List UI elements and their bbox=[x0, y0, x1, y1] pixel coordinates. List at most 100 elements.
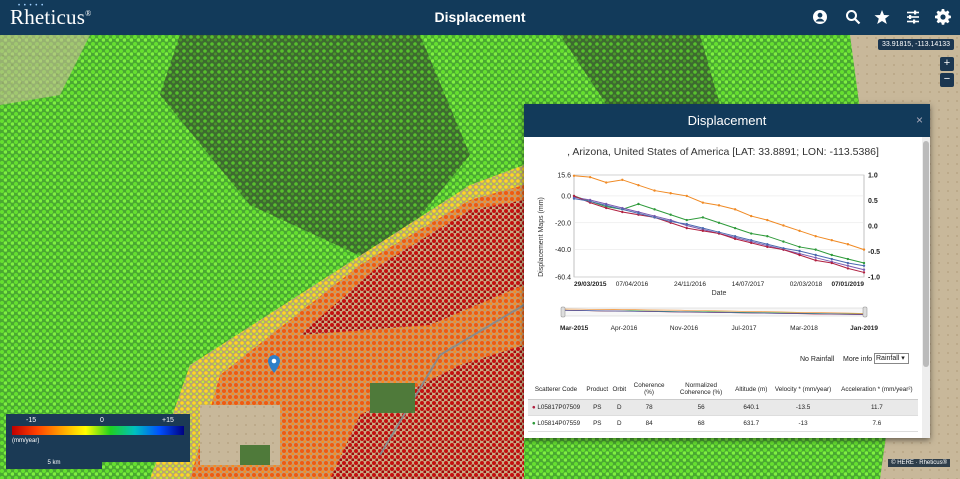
series-point bbox=[588, 175, 592, 179]
location-pin-icon[interactable] bbox=[268, 355, 280, 378]
legend-color-ramp bbox=[12, 426, 184, 435]
series-point bbox=[750, 232, 753, 235]
series-point bbox=[814, 248, 817, 251]
chart-x-ticks: 29/03/2015 07/04/2016 24/11/2016 14/07/2017… bbox=[574, 281, 864, 288]
series-point bbox=[733, 208, 737, 211]
series-point bbox=[830, 257, 833, 261]
x-tick-label: 07/04/2016 bbox=[616, 281, 649, 288]
star-icon[interactable] bbox=[874, 9, 890, 25]
series-point bbox=[685, 226, 688, 230]
popup-scrollbar[interactable] bbox=[922, 137, 930, 438]
series-point bbox=[733, 235, 737, 238]
velocity-cell: -13.5 bbox=[770, 399, 836, 416]
series-point bbox=[605, 181, 608, 184]
chart-y-ticks: 15.6 0.0 -20.0 -40.0 -60.4 bbox=[555, 173, 571, 282]
table-row[interactable]: ● L05814P07559 PS D 84 68 631.7 -13 7.6 bbox=[528, 415, 918, 432]
col-header[interactable]: Scatterer Code bbox=[528, 379, 584, 400]
chart-series bbox=[572, 174, 866, 274]
series-point bbox=[814, 259, 817, 262]
coherence-cell: 78 bbox=[628, 399, 671, 416]
velocity-legend: -15 0 +15 (mm/year) bbox=[6, 414, 190, 462]
series-point bbox=[766, 218, 769, 222]
displacement-chart[interactable]: 15.6 0.0 -20.0 -40.0 -60.4 1.0 0.5 0.0 -0.5 -1.0… bbox=[534, 167, 909, 298]
series-point bbox=[766, 245, 769, 249]
table-row[interactable]: ● L05817P07509 PS D 78 56 640.1 -13.5 11… bbox=[528, 399, 918, 416]
series-line bbox=[573, 175, 865, 251]
series-point bbox=[685, 222, 688, 226]
series-point bbox=[621, 210, 624, 214]
col-header[interactable]: Altitude (m) bbox=[732, 379, 771, 400]
series-point bbox=[637, 184, 640, 187]
navigator-line bbox=[563, 308, 865, 314]
norm-coherence-cell: 68 bbox=[670, 415, 733, 432]
top-bar: • • • • • Rheticus® Displacement bbox=[0, 0, 960, 35]
y-tick-label: -20.0 bbox=[555, 220, 571, 227]
y-tick-label: 0.0 bbox=[561, 193, 571, 200]
series-point bbox=[588, 200, 592, 203]
chart-grid bbox=[573, 174, 865, 278]
navigator-line bbox=[563, 310, 865, 315]
series-point bbox=[621, 208, 624, 211]
search-icon[interactable] bbox=[845, 9, 861, 25]
series-point bbox=[685, 194, 688, 198]
navigator-right-handle bbox=[862, 306, 868, 318]
series-point bbox=[572, 194, 576, 198]
series-point bbox=[782, 240, 785, 243]
scatterer-code: L05817P07509 bbox=[537, 404, 581, 411]
col-header[interactable]: Coherence (%) bbox=[628, 379, 671, 400]
series-point bbox=[798, 245, 801, 249]
chart-y-axis-label: Displacement Maps (mm) bbox=[538, 197, 545, 277]
altitude-cell: 631.7 bbox=[732, 415, 771, 432]
coherence-cell: 84 bbox=[628, 415, 671, 432]
series-point bbox=[701, 226, 705, 230]
series-point bbox=[669, 220, 672, 223]
series-point bbox=[798, 249, 801, 253]
col-header[interactable]: Velocity * (mm/year) bbox=[770, 379, 836, 400]
series-point bbox=[782, 224, 785, 227]
popup-title: Displacement bbox=[687, 113, 767, 128]
logo-dots: • • • • • bbox=[18, 3, 45, 9]
series-point bbox=[814, 253, 817, 257]
series-point bbox=[750, 241, 753, 245]
series-point bbox=[814, 235, 817, 238]
series-point bbox=[846, 243, 850, 246]
scatterer-table: Scatterer Code Product Orbit Coherence (… bbox=[528, 379, 918, 432]
series-point bbox=[846, 267, 850, 270]
series-point bbox=[830, 261, 833, 265]
series-point bbox=[814, 256, 817, 259]
zoom-out-button[interactable]: − bbox=[940, 73, 954, 87]
product-cell: PS bbox=[584, 399, 611, 416]
series-point bbox=[653, 189, 656, 192]
series-point bbox=[701, 201, 705, 204]
series-point bbox=[862, 268, 866, 271]
navigator-series bbox=[563, 308, 865, 316]
map-attribution[interactable]: © HERE · Rheticus® bbox=[888, 459, 950, 467]
sliders-icon[interactable] bbox=[905, 9, 921, 25]
col-header[interactable]: Orbit bbox=[610, 379, 629, 400]
rainfall-select[interactable]: Rainfall ▾ bbox=[874, 353, 909, 364]
user-circle-icon[interactable] bbox=[812, 9, 828, 25]
popup-body: , Arizona, United States of America [LAT… bbox=[524, 137, 922, 438]
more-info-label: More info bbox=[843, 356, 873, 363]
y2-tick-label: -1.0 bbox=[868, 275, 880, 282]
col-header[interactable]: Acceleration * (mm/year²) bbox=[835, 379, 918, 400]
chart-y2-ticks: 1.0 0.5 0.0 -0.5 -1.0 bbox=[868, 173, 880, 282]
no-rainfall-label: No Rainfall bbox=[800, 356, 835, 363]
series-point bbox=[717, 230, 721, 234]
col-header[interactable]: Product bbox=[584, 379, 611, 400]
zoom-in-button[interactable]: + bbox=[940, 57, 954, 71]
navigator-left-handle bbox=[560, 306, 566, 318]
scrollbar-thumb[interactable] bbox=[923, 141, 929, 367]
popup-header: Displacement × bbox=[524, 104, 930, 137]
gear-icon[interactable] bbox=[935, 9, 951, 25]
chart-navigator[interactable]: Mar-2015 Apr-2016 Nov-2016 Jul-2017 Mar-2018… bbox=[534, 300, 909, 340]
series-point bbox=[798, 229, 801, 233]
app-logo[interactable]: Rheticus® bbox=[10, 5, 92, 29]
close-icon[interactable]: × bbox=[915, 113, 923, 127]
orbit-cell: D bbox=[610, 415, 629, 432]
series-point bbox=[637, 212, 640, 215]
series-point bbox=[862, 271, 866, 274]
navigator-tick-label: Mar-2015 bbox=[560, 325, 589, 332]
y2-tick-label: 0.0 bbox=[868, 224, 878, 231]
col-header[interactable]: Normalized Coherence (%) bbox=[670, 379, 733, 400]
